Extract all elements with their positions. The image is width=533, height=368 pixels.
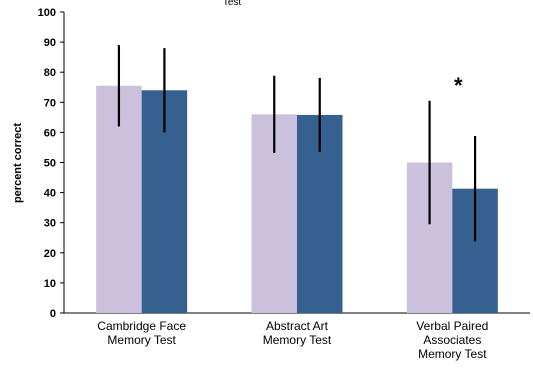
y-tick-label: 50 <box>44 158 56 170</box>
error-bars <box>117 45 477 242</box>
y-tick-label: 70 <box>44 97 56 109</box>
y-tick-label: 40 <box>44 188 56 200</box>
y-tick-label: 20 <box>44 248 56 260</box>
significance-marker: * <box>454 73 463 98</box>
y-tick-label: 100 <box>38 7 56 19</box>
y-tick-label: 10 <box>44 278 56 290</box>
x-axis-categories: Cambridge Face Memory Test Abstract Art Mem… <box>97 319 488 361</box>
y-tick-label: 90 <box>44 37 56 49</box>
y-tick-label: 80 <box>44 67 56 79</box>
x-category-label: Cambridge Face Memory Test <box>97 319 186 347</box>
bars <box>96 85 498 314</box>
y-tick-label: 30 <box>44 218 56 230</box>
y-tick-label: 60 <box>44 127 56 139</box>
chart-title: Test <box>223 0 242 8</box>
x-category-label: Abstract Art Memory Test <box>263 319 332 347</box>
y-axis-label: percent correct <box>12 123 24 203</box>
y-tick-label: 0 <box>50 308 56 320</box>
annotations: * <box>454 73 463 98</box>
x-category-label: Verbal Paired Associates Memory Test <box>416 319 488 361</box>
